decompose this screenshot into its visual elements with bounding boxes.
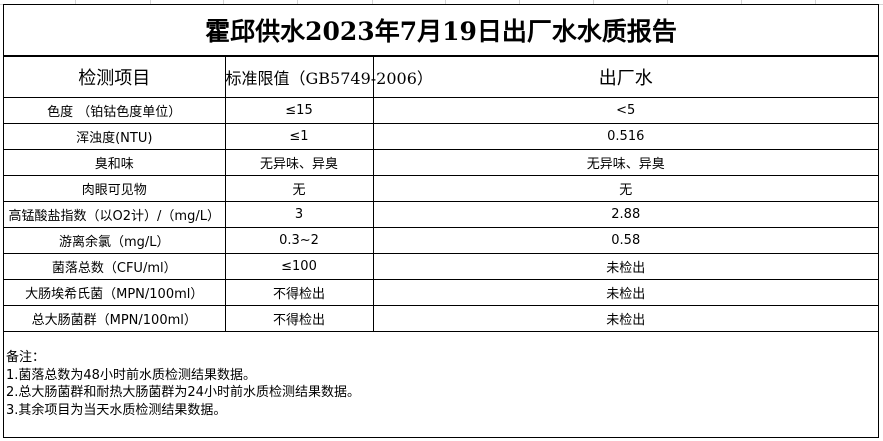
table-row: 菌落总数（CFU/ml） ≤100 未检出 bbox=[4, 253, 878, 280]
cell-limit[interactable]: 不得检出 bbox=[224, 279, 374, 306]
header-row: 检测项目 标准限值（GB5749-2006） 出厂水 bbox=[4, 56, 878, 98]
cell-item[interactable]: 浑浊度(NTU) bbox=[4, 123, 226, 150]
cell-item[interactable]: 菌落总数（CFU/ml） bbox=[4, 253, 226, 280]
cell-limit[interactable]: 无 bbox=[224, 175, 374, 202]
water-quality-report: 霍邱供水2023年7月19日出厂水水质报告 检测项目 标准限值（GB5749-2… bbox=[3, 4, 879, 438]
note-line[interactable]: 2.总大肠菌群和耐热大肠菌群为24小时前水质检测结果数据。 bbox=[6, 385, 360, 400]
cell-limit[interactable]: 无异味、异臭 bbox=[224, 149, 374, 176]
cell-value[interactable]: 未检出 bbox=[372, 305, 878, 332]
cell-item[interactable]: 臭和味 bbox=[4, 149, 226, 176]
grid-column-line bbox=[667, 0, 668, 4]
table-row: 浑浊度(NTU) ≤1 0.516 bbox=[4, 123, 878, 150]
report-title[interactable]: 霍邱供水2023年7月19日出厂水水质报告 bbox=[4, 5, 878, 56]
cell-item[interactable]: 总大肠菌群（MPN/100ml） bbox=[4, 305, 226, 332]
cell-limit[interactable]: 3 bbox=[224, 201, 374, 228]
table-row: 总大肠菌群（MPN/100ml） 不得检出 未检出 bbox=[4, 305, 878, 332]
table-row: 臭和味 无异味、异臭 无异味、异臭 bbox=[4, 149, 878, 176]
grid-column-line bbox=[297, 0, 298, 4]
cell-item[interactable]: 游离余氯（mg/L） bbox=[4, 227, 226, 254]
table-row: 高锰酸盐指数（以O2计）/（mg/L） 3 2.88 bbox=[4, 201, 878, 228]
cell-value[interactable]: 未检出 bbox=[372, 279, 878, 306]
cell-value[interactable]: 无 bbox=[372, 175, 878, 202]
cell-limit[interactable]: ≤100 bbox=[224, 253, 374, 280]
grid-column-line bbox=[741, 0, 742, 4]
grid-column-line bbox=[519, 0, 520, 4]
notes: 备注： 1.菌落总数为48小时前水质检测结果数据。 2.总大肠菌群和耐热大肠菌群… bbox=[6, 349, 360, 419]
cell-limit[interactable]: 0.3~2 bbox=[224, 227, 374, 254]
cell-item[interactable]: 肉眼可见物 bbox=[4, 175, 226, 202]
grid-column-line bbox=[445, 0, 446, 4]
grid-column-line bbox=[593, 0, 594, 4]
table-row: 游离余氯（mg/L） 0.3~2 0.58 bbox=[4, 227, 878, 254]
grid-column-line bbox=[75, 0, 76, 4]
cell-item[interactable]: 高锰酸盐指数（以O2计）/（mg/L） bbox=[4, 201, 226, 228]
cell-limit[interactable]: 不得检出 bbox=[224, 305, 374, 332]
grid-column-line bbox=[815, 0, 816, 4]
cell-limit[interactable]: ≤15 bbox=[224, 97, 374, 124]
cell-value[interactable]: 2.88 bbox=[372, 201, 878, 228]
cell-value[interactable]: <5 bbox=[372, 97, 878, 124]
cell-limit[interactable]: ≤1 bbox=[224, 123, 374, 150]
cell-value[interactable]: 0.58 bbox=[372, 227, 878, 254]
note-line[interactable]: 3.其余项目为当天水质检测结果数据。 bbox=[6, 402, 227, 418]
grid-column-line bbox=[372, 0, 373, 4]
header-item[interactable]: 检测项目 bbox=[4, 56, 226, 98]
notes-heading[interactable]: 备注： bbox=[6, 350, 46, 365]
grid-column-line bbox=[150, 0, 151, 4]
grid-column-line bbox=[223, 0, 224, 4]
cell-value[interactable]: 无异味、异臭 bbox=[372, 149, 878, 176]
table-row: 色度 （铂钴色度单位） ≤15 <5 bbox=[4, 97, 878, 124]
cell-value[interactable]: 0.516 bbox=[372, 123, 878, 150]
cell-item[interactable]: 大肠埃希氏菌（MPN/100ml） bbox=[4, 279, 226, 306]
quality-table: 检测项目 标准限值（GB5749-2006） 出厂水 色度 （铂钴色度单位） ≤1… bbox=[4, 56, 878, 332]
note-line[interactable]: 1.菌落总数为48小时前水质检测结果数据。 bbox=[6, 367, 256, 383]
header-limit[interactable]: 标准限值（GB5749-2006） bbox=[224, 56, 433, 98]
table-row: 大肠埃希氏菌（MPN/100ml） 不得检出 未检出 bbox=[4, 279, 878, 306]
cell-item[interactable]: 色度 （铂钴色度单位） bbox=[4, 97, 226, 124]
cell-value[interactable]: 未检出 bbox=[372, 253, 878, 280]
header-value[interactable]: 出厂水 bbox=[372, 56, 878, 98]
table-row: 肉眼可见物无无 bbox=[4, 175, 878, 202]
